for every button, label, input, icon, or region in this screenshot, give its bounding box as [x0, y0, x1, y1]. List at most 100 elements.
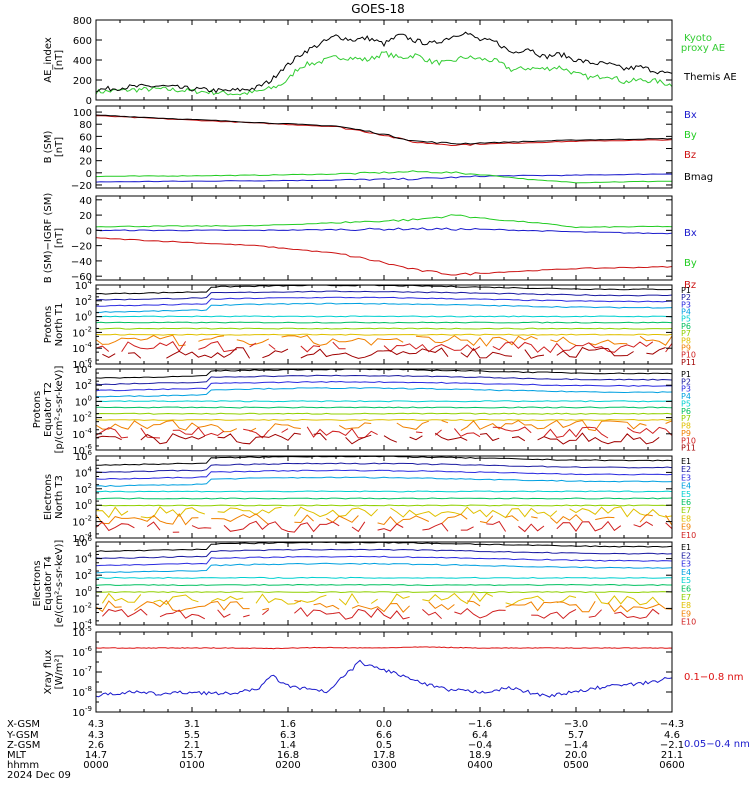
channel-line-e9	[665, 514, 672, 526]
channel-line-e3	[96, 469, 672, 480]
legend-p1: P1	[681, 370, 691, 379]
channel-line-p11	[409, 435, 423, 441]
channel-line-p10	[249, 342, 257, 348]
panel-traces	[96, 369, 672, 445]
channel-line-p8	[96, 418, 672, 421]
channel-line-p11	[511, 436, 526, 442]
channel-line-p10	[332, 341, 346, 350]
channel-line-p9	[665, 420, 672, 424]
y-axis-label: Xray flux	[43, 650, 54, 695]
x-axis-row-label: MLT	[7, 750, 27, 761]
channel-line-p11	[383, 435, 397, 443]
y-tick-label: 106	[75, 535, 93, 549]
channel-line-p10	[543, 426, 609, 439]
legend-p5: P5	[681, 399, 691, 408]
channel-line-e8	[389, 593, 410, 605]
channel-line-e7	[96, 504, 672, 507]
legend-e8: E8	[681, 601, 691, 610]
channel-line-e10	[633, 521, 654, 528]
y-tick-exponent: -9	[85, 705, 92, 713]
y-tick-label: −20	[71, 242, 92, 253]
legend-p10: P10	[681, 351, 696, 360]
channel-line-e6	[96, 583, 672, 587]
channel-line-p9	[198, 335, 225, 342]
channel-line-p11	[300, 347, 449, 359]
y-tick-label: −20	[71, 181, 92, 192]
channel-line-p9	[96, 419, 238, 433]
channel-line-p10	[492, 341, 654, 354]
channel-line-e8	[293, 506, 378, 518]
y-axis-label: [nT]	[54, 137, 65, 157]
x-axis-value: −2.1	[660, 740, 684, 751]
channel-line-p7	[96, 327, 672, 330]
panel-frame	[95, 284, 673, 365]
y-tick-label: 100	[73, 108, 92, 119]
channel-line-p9	[441, 420, 449, 424]
channel-line-p11	[166, 347, 251, 359]
x-axis-value: 2.1	[184, 740, 200, 751]
legend-p8: P8	[681, 336, 691, 345]
y-tick-label: 104	[75, 278, 93, 292]
channel-line-e8	[153, 594, 199, 606]
y-axis-label: B (SM)	[43, 130, 54, 163]
channel-line-p4	[96, 302, 672, 313]
legend-e10: E10	[681, 618, 696, 627]
y-tick-label: 80	[79, 120, 92, 131]
channel-line-e8	[96, 506, 129, 519]
x-axis-value: 0.5	[376, 740, 392, 751]
y-tick-exponent: -6	[85, 443, 93, 451]
series-line-kyoto-proxy-ae	[96, 50, 672, 96]
channel-line-p10	[121, 341, 187, 352]
channel-line-e5	[96, 490, 672, 493]
series-line-bmag	[96, 114, 672, 145]
channel-line-p10	[492, 426, 532, 434]
channel-line-e9	[351, 602, 410, 613]
y-tick-label: 10-2	[72, 515, 92, 529]
legend-e6: E6	[681, 585, 691, 594]
channel-line-e10	[422, 609, 442, 620]
y-tick-label: 100	[75, 585, 92, 599]
channel-line-p11	[127, 352, 142, 359]
legend-e1: E1	[681, 543, 691, 552]
channel-line-e10	[159, 609, 206, 620]
y-tick-label: 60	[79, 132, 92, 143]
channel-line-e8	[217, 506, 282, 516]
x-axis-value: 0200	[275, 760, 300, 771]
x-axis-row-label: X-GSM	[7, 719, 40, 730]
channel-line-p10	[434, 429, 442, 436]
x-axis-value: −3.0	[564, 719, 588, 730]
y-axis-label: Protons	[43, 306, 54, 343]
y-tick-exponent: -5	[85, 625, 92, 633]
legend-p2: P2	[681, 377, 691, 386]
y-tick-exponent: 4	[88, 552, 93, 560]
y-tick-exponent: -8	[85, 685, 92, 693]
channel-line-e9	[96, 513, 199, 526]
channel-line-e10	[665, 522, 672, 530]
channel-line-e10	[531, 608, 577, 620]
legend-bx: Bx	[684, 110, 697, 121]
y-tick-exponent: 4	[88, 362, 93, 370]
channel-line-p9	[460, 419, 647, 432]
legend-e5: E5	[681, 490, 691, 499]
channel-line-p11	[646, 347, 666, 355]
y-tick-exponent: 2	[88, 294, 92, 302]
legend-e3: E3	[681, 473, 691, 482]
channel-line-p10	[198, 341, 237, 353]
channel-line-p9	[396, 420, 429, 430]
legend-p7: P7	[681, 414, 691, 423]
x-axis-value: 4.3	[88, 719, 104, 730]
y-tick-label: 100	[75, 310, 92, 324]
x-axis-row-label: hhmm	[7, 760, 39, 771]
channel-line-e4	[96, 562, 672, 574]
panel-traces	[96, 646, 672, 698]
y-tick-label: 10-2	[72, 601, 92, 615]
x-axis-value: 2.6	[88, 740, 104, 751]
channel-line-p3	[96, 296, 672, 307]
channel-line-e10	[217, 609, 231, 618]
y-axis-label: [nT]	[54, 228, 65, 248]
channel-line-e8	[569, 506, 672, 518]
channel-line-e10	[556, 520, 622, 532]
y-tick-label: 10-2	[72, 325, 92, 339]
